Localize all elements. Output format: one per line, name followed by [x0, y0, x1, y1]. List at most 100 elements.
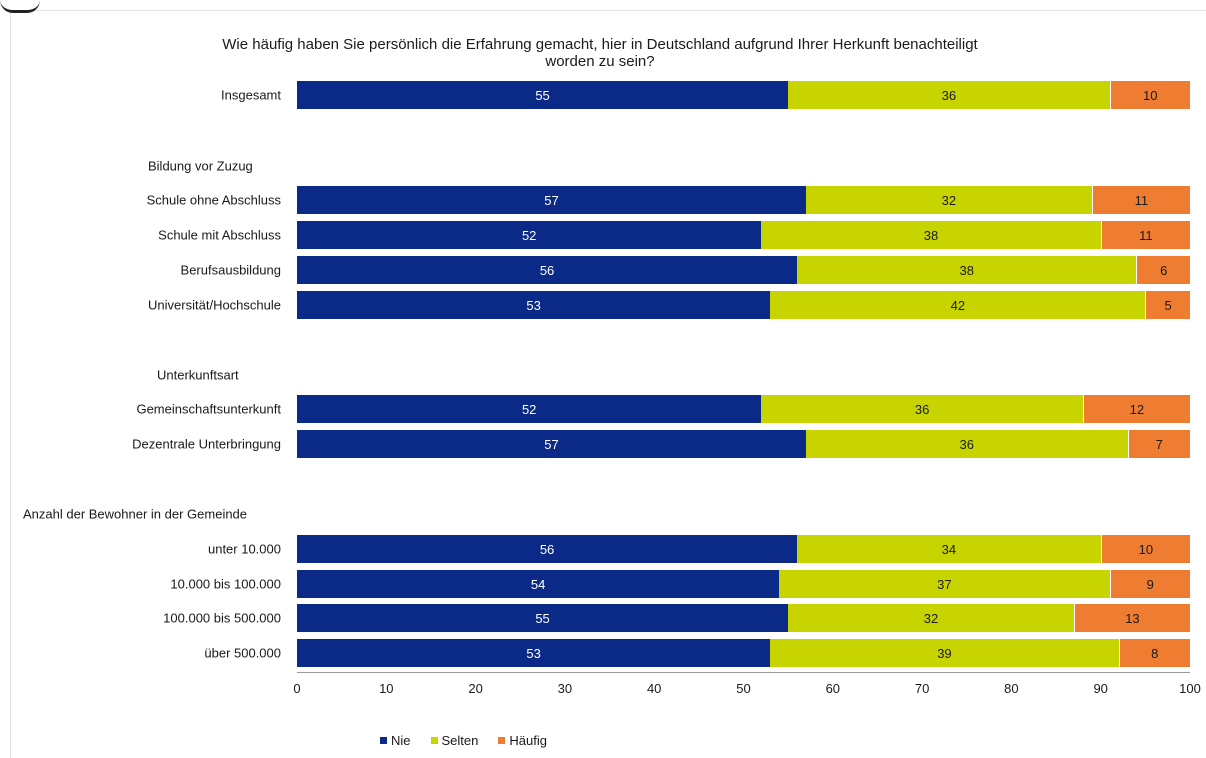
category-label-100-000-bis-500-000: 100.000 bis 500.000 [163, 610, 281, 626]
bar-value-label: 6 [1160, 262, 1168, 278]
legend-item-selten: Selten [430, 733, 479, 748]
bar-selten-schule-mit-abschluss: 38 [761, 221, 1101, 249]
category-label-10-000-bis-100-000: 10.000 bis 100.000 [170, 576, 281, 592]
bar-value-label: 36 [959, 436, 974, 452]
bar-value-label: 32 [923, 610, 939, 626]
bar-selten-unter-10-000: 34 [797, 535, 1101, 563]
bar-value-label: 36 [914, 401, 930, 417]
bar-häufig-universität-hochschule: 5 [1145, 291, 1190, 319]
legend-item-haeufig: Häufig [498, 733, 547, 748]
bar-value-label: 36 [941, 87, 957, 103]
bar-value-label: 38 [923, 227, 939, 243]
bar-häufig-dezentrale-unterbringung: 7 [1127, 430, 1190, 458]
legend-swatch-haeufig [498, 737, 506, 744]
bar-selten-berufsausbildung: 38 [797, 256, 1137, 284]
legend-label-nie: Nie [391, 733, 411, 748]
group-label-unterkunftsart: Unterkunftsart [157, 367, 239, 383]
x-tick-label-10: 10 [379, 681, 394, 696]
bar-nie-unter-10-000: 56 [297, 535, 798, 563]
bar-selten-schule-ohne-abschluss: 32 [806, 186, 1092, 214]
bar-value-label: 42 [950, 297, 966, 313]
bar-selten-dezentrale-unterbringung: 36 [806, 430, 1128, 458]
category-label-schule-ohne-abschluss: Schule ohne Abschluss [146, 192, 281, 208]
bar-nie-100-000-bis-500-000: 55 [297, 604, 789, 632]
chart-frame [10, 10, 1206, 758]
bar-häufig-unter-10-000: 10 [1100, 535, 1190, 563]
category-label-dezentrale-unterbringung: Dezentrale Unterbringung [132, 436, 281, 452]
bar-häufig-schule-ohne-abschluss: 11 [1091, 186, 1190, 214]
bar-nie-gemeinschaftsunterkunft: 52 [297, 395, 762, 423]
bar-häufig-100-000-bis-500-000: 13 [1073, 604, 1190, 632]
bar-nie-über-500-000: 53 [297, 639, 771, 667]
category-label-über-500-000: über 500.000 [204, 645, 281, 661]
corner-decoration [0, 0, 40, 13]
chart-title-line-2: worden zu sein? [545, 53, 655, 70]
bar-häufig-gemeinschaftsunterkunft: 12 [1082, 395, 1190, 423]
bar-häufig-10-000-bis-100-000: 9 [1109, 570, 1190, 598]
group-label-anzahl-der-bewohner-in-der-gemeinde: Anzahl der Bewohner in der Gemeinde [23, 506, 248, 522]
bar-value-label: 9 [1146, 576, 1154, 592]
bar-value-label: 56 [539, 541, 555, 557]
category-label-schule-mit-abschluss: Schule mit Abschluss [158, 227, 281, 243]
x-tick-label-70: 70 [914, 681, 930, 696]
legend-swatch-selten [430, 737, 438, 744]
bar-häufig-insgesamt: 10 [1109, 81, 1190, 109]
bar-value-label: 37 [937, 576, 952, 592]
x-axis-line [297, 672, 1190, 673]
bar-value-label: 32 [941, 192, 957, 208]
bar-value-label: 52 [521, 227, 537, 243]
legend-item-nie: Nie [380, 733, 411, 748]
bar-value-label: 56 [539, 262, 555, 278]
bar-value-label: 38 [959, 262, 974, 278]
x-tick-label-90: 90 [1093, 681, 1108, 696]
bar-value-label: 13 [1125, 610, 1140, 626]
bar-häufig-über-500-000: 8 [1118, 639, 1190, 667]
category-label-berufsausbildung: Berufsausbildung [180, 262, 281, 278]
x-tick-label-100: 100 [1179, 681, 1201, 696]
chart-title-line-1: Wie häufig haben Sie persönlich die Erfa… [222, 36, 978, 53]
legend-swatch-nie [380, 737, 387, 744]
bar-value-label: 5 [1164, 297, 1172, 313]
x-tick-label-80: 80 [1004, 681, 1019, 696]
bar-value-label: 12 [1129, 401, 1145, 417]
bar-nie-dezentrale-unterbringung: 57 [297, 430, 806, 458]
bar-value-label: 10 [1138, 541, 1154, 557]
category-label-insgesamt: Insgesamt [221, 87, 281, 103]
bar-value-label: 34 [941, 541, 957, 557]
bar-value-label: 55 [535, 87, 550, 103]
bar-selten-10-000-bis-100-000: 37 [779, 570, 1110, 598]
bar-value-label: 10 [1143, 87, 1158, 103]
legend: Nie Selten Häufig [0, 733, 1206, 748]
bar-häufig-berufsausbildung: 6 [1136, 256, 1190, 284]
bar-value-label: 8 [1151, 645, 1159, 661]
group-label-bildung-vor-zuzug: Bildung vor Zuzug [148, 158, 253, 174]
bar-value-label: 54 [530, 576, 546, 592]
bar-nie-insgesamt: 55 [297, 81, 789, 109]
bar-value-label: 39 [937, 645, 952, 661]
bar-selten-universität-hochschule: 42 [770, 291, 1146, 319]
bar-nie-10-000-bis-100-000: 54 [297, 570, 780, 598]
bar-value-label: 55 [535, 610, 550, 626]
bar-value-label: 52 [521, 401, 537, 417]
x-tick-label-50: 50 [736, 681, 751, 696]
x-tick-label-60: 60 [825, 681, 841, 696]
bar-value-label: 7 [1155, 436, 1163, 452]
category-label-unter-10-000: unter 10.000 [207, 541, 281, 557]
bar-häufig-schule-mit-abschluss: 11 [1100, 221, 1190, 249]
bar-nie-schule-ohne-abschluss: 57 [297, 186, 806, 214]
bar-selten-100-000-bis-500-000: 32 [788, 604, 1074, 632]
bar-nie-universität-hochschule: 53 [297, 291, 771, 319]
bar-value-label: 11 [1134, 192, 1149, 208]
bar-value-label: 57 [544, 436, 559, 452]
bar-value-label: 11 [1139, 227, 1153, 243]
x-tick-label-20: 20 [468, 681, 483, 696]
category-label-universität-hochschule: Universität/Hochschule [148, 297, 281, 313]
legend-label-selten: Selten [441, 733, 479, 748]
bar-selten-insgesamt: 36 [788, 81, 1110, 109]
bar-nie-berufsausbildung: 56 [297, 256, 798, 284]
x-tick-label-40: 40 [646, 681, 662, 696]
x-tick-label-30: 30 [557, 681, 573, 696]
legend-label-haeufig: Häufig [509, 733, 547, 748]
bar-value-label: 53 [526, 297, 541, 313]
bar-selten-über-500-000: 39 [770, 639, 1119, 667]
